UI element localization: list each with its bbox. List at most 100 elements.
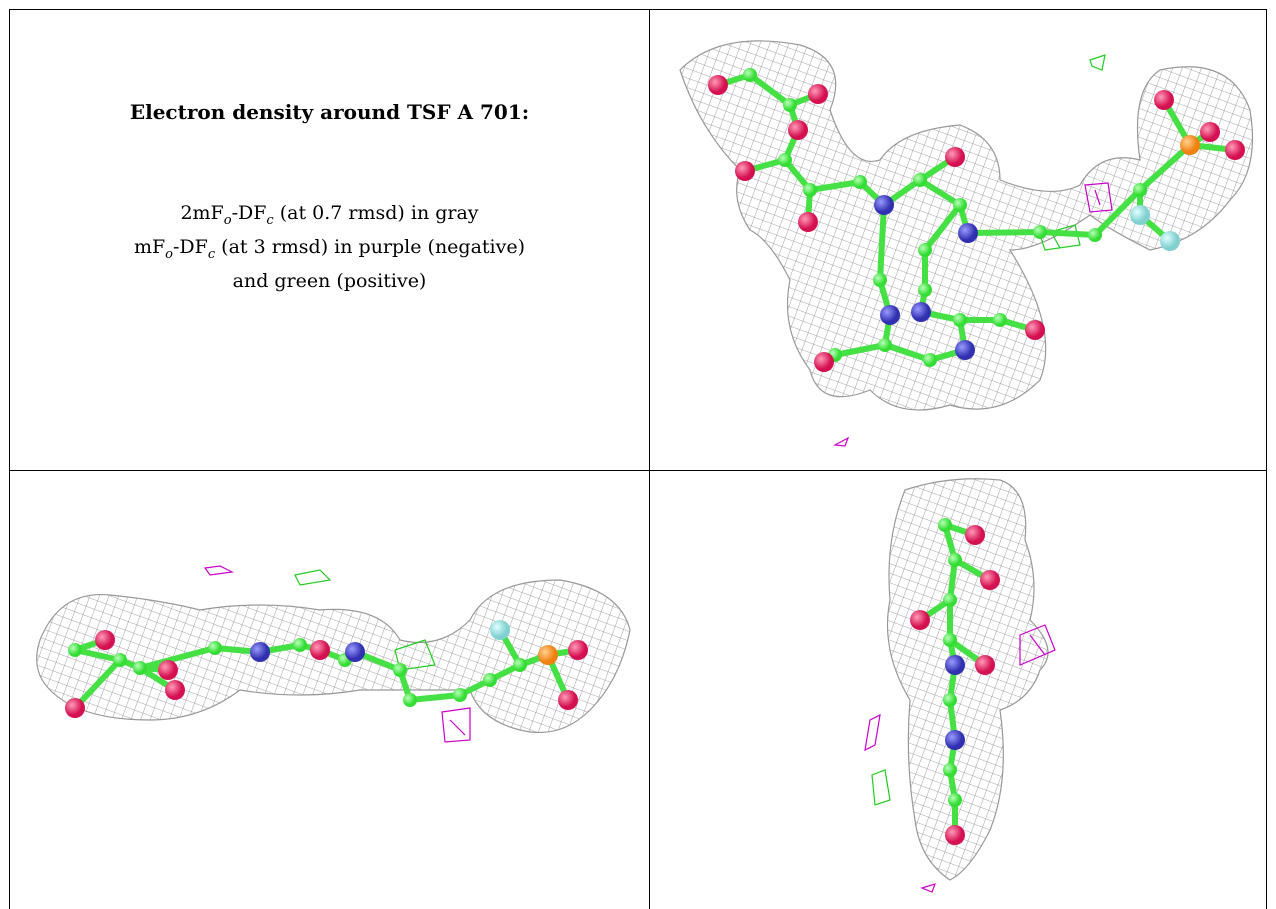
difference-mesh [920, 883, 936, 893]
atom [133, 661, 147, 675]
atom [945, 825, 965, 845]
atom [953, 313, 967, 327]
atom [953, 198, 967, 212]
atom [743, 68, 757, 82]
atom [853, 175, 867, 189]
atom [393, 663, 407, 677]
legend-text: c [266, 212, 274, 228]
atom [910, 610, 930, 630]
atom [873, 273, 887, 287]
atom [113, 653, 127, 667]
atom [735, 161, 755, 181]
atom [943, 593, 957, 607]
atom [980, 570, 1000, 590]
density-mesh [886, 478, 1049, 881]
atom [955, 340, 975, 360]
legend-text: 2mF [180, 202, 224, 224]
difference-mesh [864, 713, 881, 752]
atom [538, 645, 558, 665]
atom [808, 84, 828, 104]
atom [708, 75, 728, 95]
atom [788, 120, 808, 140]
atom [878, 338, 892, 352]
difference-mesh [1019, 624, 1056, 666]
table-border [9, 470, 1267, 471]
difference-mesh [203, 565, 235, 576]
atom [958, 223, 978, 243]
bond [832, 342, 888, 358]
bond [747, 72, 793, 108]
bond [72, 657, 123, 711]
atom [938, 518, 952, 532]
legend-text: -DF [173, 235, 208, 258]
atom [943, 693, 957, 707]
atom [1180, 135, 1200, 155]
atom [803, 183, 817, 197]
difference-mesh [1084, 182, 1113, 213]
atom [911, 302, 931, 322]
atom [975, 655, 995, 675]
atom [310, 640, 330, 660]
bond [922, 202, 963, 253]
atom [1130, 205, 1150, 225]
legend-text: o [165, 246, 173, 262]
atom [948, 553, 962, 567]
atom [913, 173, 927, 187]
bond [965, 229, 1043, 236]
atom [158, 660, 178, 680]
bond [807, 179, 863, 193]
difference-mesh [871, 769, 891, 806]
bond [137, 645, 218, 671]
atom [918, 243, 932, 257]
legend-text: o [223, 212, 232, 228]
atom [923, 353, 937, 367]
legend-text: (at 0.7 rmsd) in gray [273, 202, 479, 224]
atom [943, 763, 957, 777]
table-border [1266, 9, 1267, 909]
table-border [9, 9, 1267, 10]
atom [345, 642, 365, 662]
atom [208, 641, 222, 655]
legend-line: and green (positive) [10, 268, 649, 294]
difference-mesh [441, 707, 471, 743]
bond [1092, 187, 1143, 238]
legend: 2mFo-DFc (at 0.7 rmsd) in gray mFo-DFc (a… [10, 200, 649, 294]
atom [945, 147, 965, 167]
atom [1200, 122, 1220, 142]
atom [558, 690, 578, 710]
legend-text: (at 3 rmsd) in purple (negative) [215, 235, 526, 258]
atom [965, 525, 985, 545]
atom [68, 643, 82, 657]
atom [814, 352, 834, 372]
atom [293, 638, 307, 652]
legend-text: and green (positive) [232, 269, 427, 292]
atom [95, 630, 115, 650]
difference-mesh [1089, 54, 1106, 71]
table-border [9, 9, 10, 909]
difference-mesh [294, 569, 332, 586]
bond [1037, 229, 1098, 238]
atom [403, 693, 417, 707]
atom [945, 730, 965, 750]
atom [948, 793, 962, 807]
atom [483, 673, 497, 687]
bond [407, 692, 463, 703]
legend-text: mF [133, 235, 166, 258]
atom [165, 680, 185, 700]
bond [877, 202, 887, 283]
atom [1154, 90, 1174, 110]
atom [778, 153, 792, 167]
title: Electron density around TSF A 701: [129, 100, 530, 124]
atom [1025, 320, 1045, 340]
atom [1133, 183, 1147, 197]
atom [1033, 225, 1047, 239]
atom [568, 640, 588, 660]
bond [1137, 142, 1193, 193]
molecule-art [36, 40, 1254, 893]
atom [993, 313, 1007, 327]
atom [65, 698, 85, 718]
atom [1160, 231, 1180, 251]
difference-mesh [832, 436, 850, 447]
